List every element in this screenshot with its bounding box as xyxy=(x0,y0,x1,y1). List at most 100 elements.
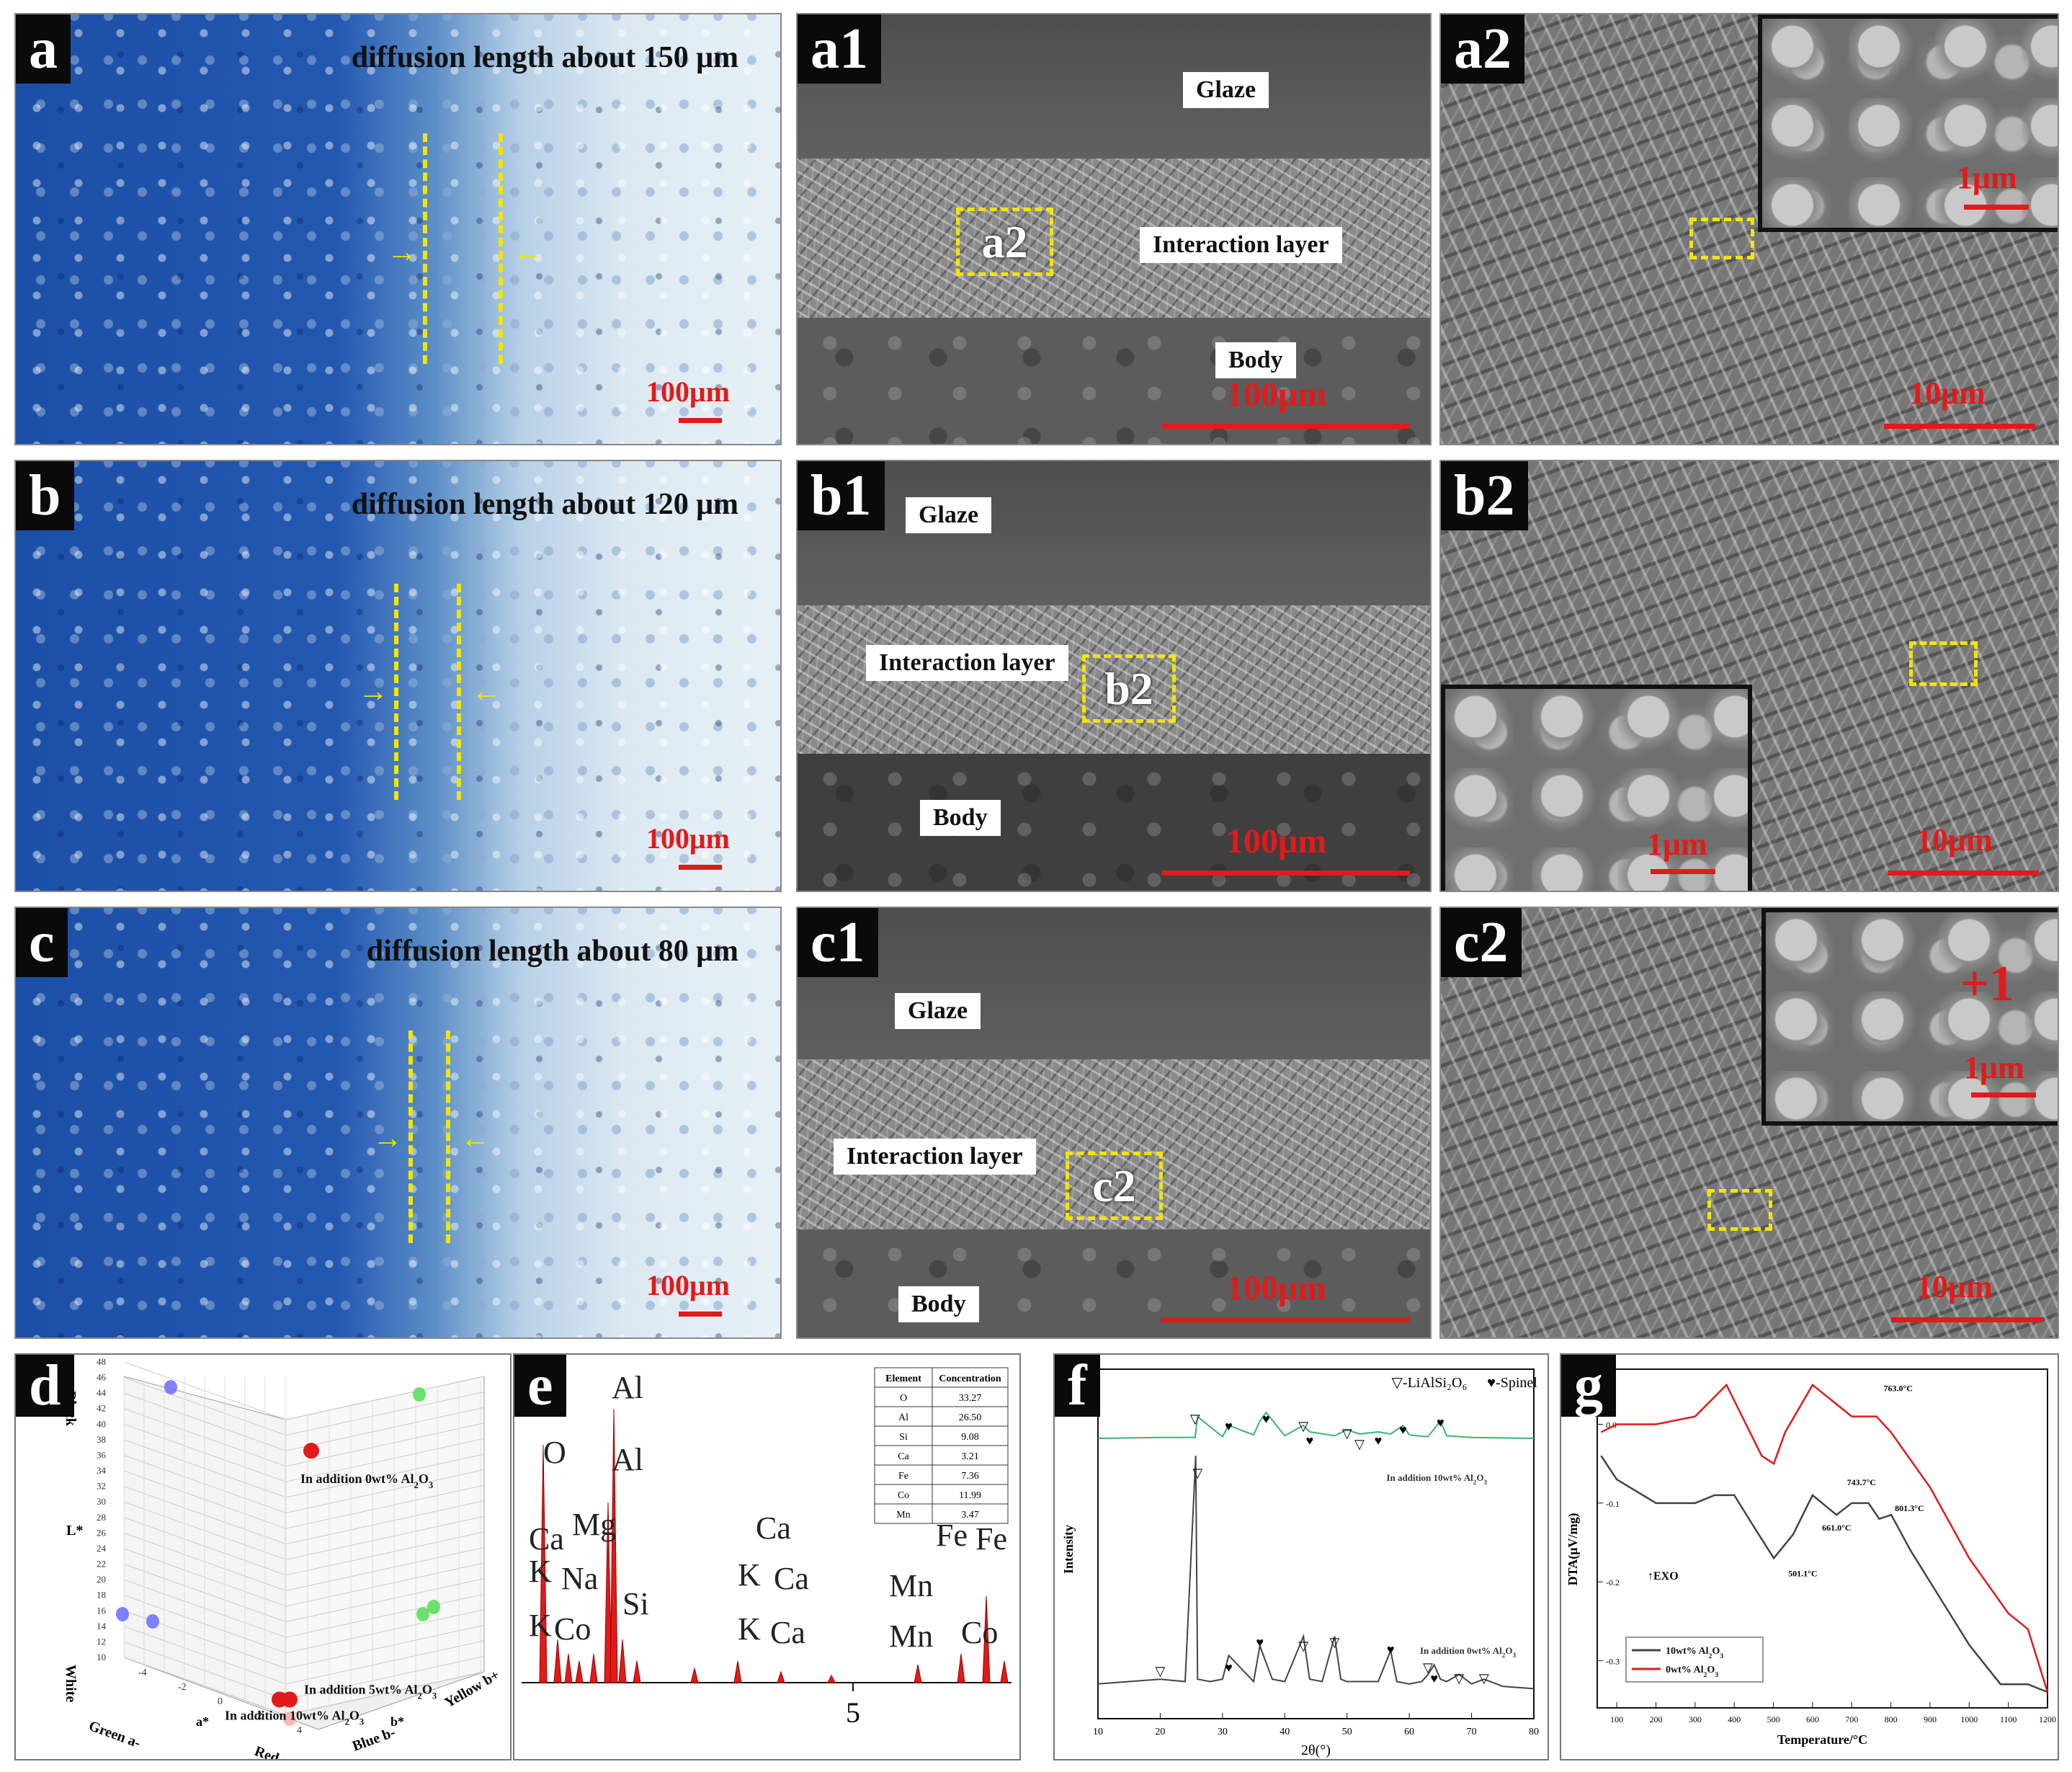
chart-g: 100 200 300 400 500 600 700 800 900 1000 1100 1200 0… xyxy=(1560,1353,2059,1760)
xrd-line-1 xyxy=(1097,1455,1535,1690)
z-tick-label: 36 xyxy=(97,1449,107,1460)
peak-label: Al xyxy=(612,1370,643,1405)
z-tick-label: 30 xyxy=(97,1496,106,1507)
spectrum-peak xyxy=(982,1595,991,1683)
glaze-label: Glaze xyxy=(906,497,992,533)
projection-marker xyxy=(146,1614,159,1629)
phase-marker: ♥ xyxy=(1387,1642,1395,1657)
arrow-left-icon: ← xyxy=(513,236,543,269)
spectrum-peak xyxy=(589,1653,598,1683)
zoom-region-box xyxy=(1689,218,1754,259)
series-annotation: In addition 10wt% Al2O3 xyxy=(1386,1472,1487,1486)
table-text: 33.27 xyxy=(959,1393,982,1404)
table-text: Mn xyxy=(896,1510,910,1521)
table-cell xyxy=(932,1484,1009,1505)
table-cell xyxy=(932,1406,1009,1427)
legend-entry: 0wt% Al2O3 xyxy=(1666,1665,1718,1679)
scale-label: 10μm xyxy=(1916,822,1993,858)
y-axis-label: DTA(μV/mg) xyxy=(1566,1513,1581,1586)
plot-frame xyxy=(1597,1368,2048,1709)
z-tick-label: 20 xyxy=(97,1574,106,1585)
temperature-annotation: 501.1°C xyxy=(1788,1568,1817,1578)
z-tick-label: 38 xyxy=(97,1434,106,1445)
grid-line xyxy=(285,1562,485,1607)
scale-bar xyxy=(1891,1317,2042,1322)
arrow-right-icon: → xyxy=(358,675,388,708)
z-tick-label: 44 xyxy=(97,1387,107,1398)
spectrum-peak xyxy=(633,1660,641,1683)
inset-scale-bar xyxy=(1964,205,2029,210)
y-neg-label: Blue b- xyxy=(350,1724,397,1755)
x-tick-label: 70 xyxy=(1467,1727,1477,1737)
peak-label: Fe xyxy=(975,1521,1007,1557)
spectrum-peak xyxy=(957,1653,965,1683)
panel-letter: b2 xyxy=(1441,461,1528,530)
sem-panel-b1: b1 Glaze Interaction layer Body b2 100μm xyxy=(796,460,1432,892)
table-cell xyxy=(874,1367,933,1388)
x-axis-label: 2θ(°) xyxy=(1301,1742,1331,1758)
optical-panel-c: c diffusion length about 80 μm → ← 100μm xyxy=(14,907,782,1339)
x-tick-label: 800 xyxy=(1885,1714,1898,1724)
temperature-annotation: 801.3°C xyxy=(1895,1503,1924,1513)
spectrum-peak xyxy=(690,1668,699,1683)
x-tick-label: 300 xyxy=(1689,1714,1702,1724)
body-label: Body xyxy=(898,1286,979,1322)
spectrum-peak xyxy=(618,1639,627,1683)
scale-bar xyxy=(1161,871,1410,876)
phase-marker: ♥ xyxy=(1399,1423,1407,1437)
projection-marker xyxy=(413,1387,426,1402)
table-cell xyxy=(932,1503,1009,1524)
body-region xyxy=(798,318,1430,444)
series-annotation: In addition 0wt% Al2O3 xyxy=(1420,1645,1516,1659)
peak-label: O xyxy=(543,1435,566,1470)
zoom-region-box xyxy=(1909,641,1978,686)
glaze-label: Glaze xyxy=(895,993,981,1029)
scale-bar xyxy=(1161,424,1410,429)
exo-label: ↑EXO xyxy=(1648,1570,1679,1582)
chart-f: 10 20 30 40 50 60 70 80 2θ(°) Intensity ▽-LiAlSi₂O… xyxy=(1053,1353,1549,1760)
zoom-panel-b2: b2 1μm 10μm xyxy=(1439,460,2059,892)
z-axis-label: L* xyxy=(66,1523,83,1539)
peak-label: K xyxy=(738,1557,761,1593)
scale-label: 100μm xyxy=(646,375,730,408)
phase-marker: ▽ xyxy=(1354,1437,1365,1451)
point-annotation: In addition 10wt% Al2O3 xyxy=(225,1708,364,1727)
grid-line xyxy=(285,1438,485,1482)
peak-label: Ca xyxy=(770,1615,805,1650)
boundary-dash-right xyxy=(457,584,461,800)
z-tick-label: 32 xyxy=(97,1481,106,1492)
sem-panel-a1: a1 Glaze Interaction layer Body a2 100μm xyxy=(796,13,1432,445)
chart-d-svg: 1012141618202224262830323436384042444648… xyxy=(63,1356,502,1759)
inset-image: 1μm xyxy=(1758,14,2058,232)
x-tick-label: 700 xyxy=(1845,1714,1858,1724)
table-cell xyxy=(874,1386,933,1407)
projection-marker xyxy=(416,1607,429,1621)
scale-label: 100μm xyxy=(1226,822,1327,860)
peak-label: K xyxy=(738,1611,761,1647)
y-tick-label: -0.2 xyxy=(1606,1577,1620,1588)
optical-panel-a: a diffusion length about 150 μm → ← 100μ… xyxy=(14,13,782,445)
panel-letter: d xyxy=(16,1355,74,1417)
grid-line xyxy=(285,1593,485,1638)
right-wall xyxy=(285,1376,485,1716)
x-tick-label: 5 xyxy=(846,1696,860,1729)
xrd-line-0 xyxy=(1097,1411,1535,1439)
zoom-region-label: c2 xyxy=(1092,1159,1136,1211)
phase-marker: ♥ xyxy=(1262,1412,1270,1426)
boundary-dash-left xyxy=(394,584,398,800)
interaction-layer-label: Interaction layer xyxy=(834,1139,1036,1175)
table-cell xyxy=(932,1425,1009,1446)
table-cell xyxy=(932,1445,1009,1466)
table-text: Al xyxy=(898,1412,908,1423)
peak-label: Si xyxy=(622,1586,649,1621)
zoom-region-box: b2 xyxy=(1082,654,1176,723)
diffusion-title: diffusion length about 120 μm xyxy=(351,488,738,521)
scale-bar xyxy=(1884,424,2035,429)
scale-label: 100μm xyxy=(1226,1269,1327,1307)
grid-line xyxy=(285,1655,485,1700)
phase-marker: ♥ xyxy=(1306,1433,1314,1448)
grid-line xyxy=(285,1423,485,1467)
panel-letter: e xyxy=(514,1355,566,1417)
table-cell xyxy=(932,1367,1009,1388)
